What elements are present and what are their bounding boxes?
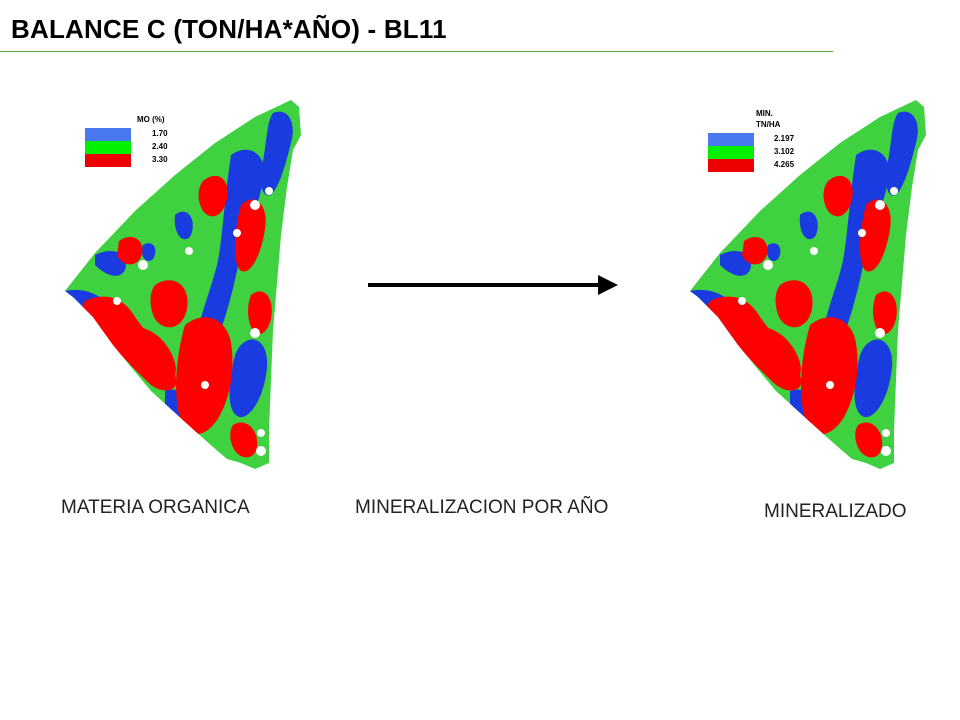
zone-high (742, 236, 768, 265)
zone-low (174, 211, 193, 240)
zone-high (860, 199, 891, 272)
legend-value-mid: 3.102 (774, 147, 795, 156)
field-gap (738, 297, 746, 305)
field-gap (810, 247, 818, 255)
legend-value-high: 4.265 (774, 160, 795, 169)
field-gap (185, 247, 193, 255)
organic-matter-caption: MATERIA ORGANICA (61, 497, 250, 518)
field-gap (881, 446, 891, 456)
mineralization-per-year-caption: MINERALIZACION POR AÑO (355, 497, 609, 518)
field-gap (250, 328, 260, 338)
zone-low (799, 211, 818, 240)
zone-low (261, 111, 293, 196)
zone-high (855, 422, 883, 458)
zone-low (766, 243, 781, 262)
legend-value-low: 1.70 (152, 129, 168, 138)
legend-swatch-mid (708, 146, 754, 159)
zone-high (248, 291, 272, 334)
zone-high (873, 291, 897, 334)
zone-high (176, 317, 233, 435)
field-gap (826, 381, 834, 389)
zone-low (854, 339, 893, 418)
field-gap (875, 200, 885, 210)
legend-value-low: 2.197 (774, 134, 795, 143)
field-gap (256, 446, 266, 456)
zone-high (823, 175, 853, 217)
zone-high (740, 326, 801, 385)
legend-title: MO (%) (137, 115, 165, 124)
zone-high (117, 236, 143, 265)
field-gap (201, 381, 209, 389)
legend-swatch-low (708, 133, 754, 146)
field-gap (257, 429, 265, 437)
field-gap (875, 328, 885, 338)
mineralized-map: MIN. TN/HA 2.197 3.102 4.265 (680, 95, 960, 485)
mineralized-caption: MINERALIZADO (764, 501, 907, 522)
slide-title: BALANCE C (TON/HA*AÑO) - BL11 (11, 14, 447, 44)
field-gap (233, 229, 241, 237)
zone-high (115, 326, 176, 385)
organic-matter-map-image (65, 100, 301, 469)
legend-value-mid: 2.40 (152, 142, 168, 151)
field-gap (250, 200, 260, 210)
legend-swatch-high (708, 159, 754, 172)
legend-value-high: 3.30 (152, 155, 168, 164)
zone-high (235, 199, 266, 272)
legend-swatch-mid (85, 141, 131, 154)
field-gap (265, 187, 273, 195)
legend-swatch-low (85, 128, 131, 141)
field-gap (882, 429, 890, 437)
title-underline (0, 51, 833, 52)
field-gap (138, 260, 148, 270)
field-gap (890, 187, 898, 195)
zone-high (801, 317, 858, 435)
zone-high (230, 422, 258, 458)
zone-low (141, 243, 156, 262)
field-gap (113, 297, 121, 305)
field-gap (763, 260, 773, 270)
zone-high (150, 280, 188, 328)
legend-title-line-1: MIN. (756, 109, 773, 118)
right-arrow-icon (368, 275, 618, 295)
field-gap (858, 229, 866, 237)
legend-title-line-2: TN/HA (756, 120, 781, 129)
organic-matter-map: MO (%) 1.70 2.40 3.30 (55, 95, 355, 485)
zone-high (775, 280, 813, 328)
zone-high (198, 175, 228, 217)
legend-swatch-high (85, 154, 131, 167)
zone-low (229, 339, 268, 418)
zone-low (886, 111, 918, 196)
